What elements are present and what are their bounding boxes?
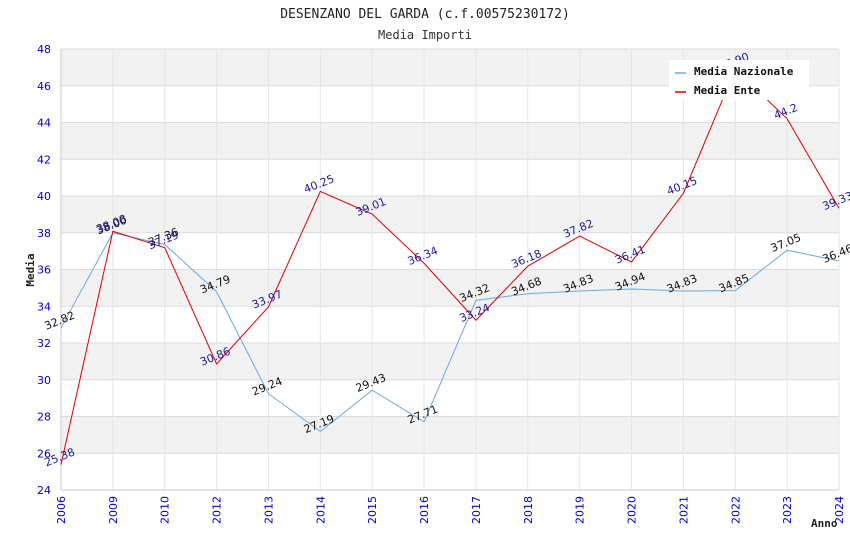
- y-tick-label: 30: [37, 374, 51, 387]
- y-tick-label: 42: [37, 153, 51, 166]
- x-tick-label: 2024: [833, 496, 846, 524]
- band: [61, 122, 839, 160]
- y-tick-label: 46: [37, 80, 51, 93]
- band: [61, 159, 839, 196]
- y-tick-labels: 24 26 28 30 32 34 36 38 40 42 44 46 48: [37, 43, 51, 497]
- y-tick-label: 48: [37, 43, 51, 56]
- y-tick-label: 40: [37, 190, 51, 203]
- background-bands: [61, 49, 839, 490]
- y-tick-label: 38: [37, 227, 51, 240]
- x-tick-label: 2022: [729, 496, 742, 524]
- x-tick-labels: 2006 2009 2010 2012 2013 2014 2015 2016 2017 2018…: [55, 496, 846, 524]
- y-tick-label: 36: [37, 264, 51, 277]
- band: [61, 232, 839, 270]
- x-tick-label: 2009: [107, 496, 120, 524]
- x-tick-label: 2021: [677, 496, 690, 524]
- x-tick-label: 2013: [262, 496, 275, 524]
- y-tick-label: 24: [37, 484, 51, 497]
- band: [61, 269, 839, 307]
- series-line-ente: [60, 68, 840, 465]
- x-tick-label: 2014: [314, 496, 327, 524]
- x-tick-label: 2023: [781, 496, 794, 524]
- y-tick-label: 28: [37, 411, 51, 424]
- x-tick-label: 2006: [55, 496, 68, 524]
- band: [61, 453, 839, 490]
- series-line-nazionale: [60, 232, 840, 433]
- x-tick-label: 2018: [522, 496, 535, 524]
- x-tick-label: 2020: [626, 496, 639, 524]
- y-tick-label: 44: [37, 117, 51, 130]
- x-tick-label: 2017: [470, 496, 483, 524]
- series-lines: [60, 68, 840, 465]
- legend-label-nazionale: Media Nazionale: [694, 65, 794, 78]
- y-tick-label: 34: [37, 300, 51, 313]
- chart-subtitle: Media Importi: [378, 28, 472, 42]
- x-tick-label: 2010: [159, 496, 172, 524]
- x-tick-label: 2012: [211, 496, 224, 524]
- x-tick-label: 2016: [418, 496, 431, 524]
- x-tick-label: 2019: [574, 496, 587, 524]
- axes: [60, 49, 839, 491]
- legend: Media Nazionale Media Ente: [669, 60, 809, 100]
- y-tick-label: 32: [37, 337, 51, 350]
- x-tick-label: 2015: [366, 496, 379, 524]
- band: [61, 306, 839, 343]
- legend-box: [669, 60, 809, 100]
- chart-title: DESENZANO DEL GARDA (c.f.00575230172): [280, 7, 570, 22]
- legend-label-ente: Media Ente: [694, 84, 761, 97]
- band: [61, 416, 839, 454]
- band: [61, 196, 839, 233]
- y-axis-label: Media: [24, 253, 37, 286]
- band: [61, 379, 839, 417]
- x-axis-label: Anno: [811, 517, 838, 530]
- y-tick-label: 26: [37, 447, 51, 460]
